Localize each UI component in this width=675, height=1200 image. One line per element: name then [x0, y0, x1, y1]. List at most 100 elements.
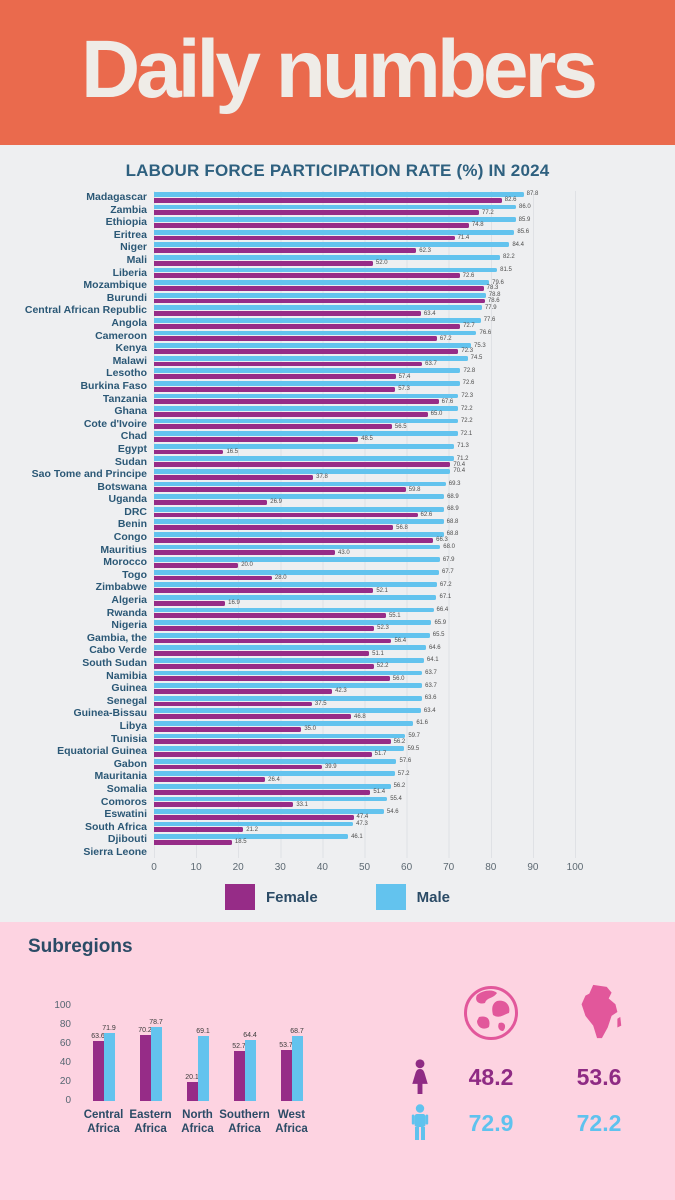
bar-value: 43.0 [338, 549, 350, 556]
female-bar [154, 764, 322, 770]
bar-value: 63.7 [425, 669, 437, 676]
male-bar [291, 1036, 303, 1102]
bar-value: 70.4 [453, 461, 466, 468]
female-bar [154, 814, 354, 820]
country-bars: 86.0 77.2 [154, 203, 578, 217]
subregion-label: West Africa [275, 1109, 308, 1136]
bar-value: 74.5 [470, 355, 483, 362]
y-tick-label: 100 [54, 1000, 71, 1012]
country-bars: 68.0 43.0 [154, 543, 578, 557]
female-bar [154, 500, 268, 505]
country-bars: 67.7 28.0 [154, 568, 578, 582]
female-bar [154, 575, 272, 581]
stat-world-male: 72.9 [468, 1109, 514, 1136]
country-label: Libya [119, 719, 147, 732]
female-bar [154, 210, 479, 216]
female-bar [154, 588, 374, 593]
bar-value: 64.4 [243, 1032, 257, 1040]
bar-value: 51.4 [373, 789, 386, 796]
male-bar [154, 242, 510, 248]
bar-line: 77.9 [154, 305, 578, 311]
bar-line: 55.4 [154, 796, 578, 802]
country-label: Guinea-Bissau [73, 707, 147, 720]
male-bar [154, 506, 445, 512]
bar-line: 63.7 [154, 361, 578, 367]
bar-line: 76.6 [154, 330, 578, 336]
female-bar [154, 688, 333, 694]
bar-line: 68.8 [154, 531, 578, 537]
bar-value: 71.4 [457, 234, 470, 241]
bar-line: 85.9 [154, 216, 578, 223]
bar-line: 51.4 [154, 789, 578, 796]
bar-value: 84.4 [512, 241, 524, 248]
bar-line: 67.9 [154, 557, 578, 563]
female-bar [154, 840, 232, 845]
bar-value: 70.4 [453, 468, 466, 475]
country-label: Burkina Faso [80, 379, 147, 392]
bar-line: 63.7 [154, 669, 578, 676]
country-label: Madagascar [86, 191, 147, 204]
male-bar [154, 393, 459, 399]
male-bar [154, 582, 437, 588]
country-label: Cabo Verde [89, 644, 147, 657]
country-label: Algeria [111, 594, 147, 607]
bar-line: 37.8 [154, 474, 578, 480]
subregion-group: 53.7 68.7 West Africa [268, 1028, 315, 1135]
bar-value: 79.6 [492, 279, 504, 286]
country-row: Uganda 68.9 26.9 [4, 493, 675, 506]
country-bars: 59.7 56.2 [154, 732, 578, 746]
country-bars: 47.3 21.2 [154, 820, 578, 834]
bar-value: 26.4 [268, 776, 280, 783]
y-tick-label: 20 [59, 1076, 71, 1088]
subregion-label: Southern Africa [219, 1109, 270, 1136]
subregion-bar-wrap: 52.7 [232, 1043, 246, 1102]
female-bar [154, 411, 428, 417]
bar-line: 77.6 [154, 317, 578, 324]
country-label: Uganda [108, 493, 147, 506]
bar-value: 46.8 [354, 713, 366, 720]
female-bar [154, 802, 294, 808]
female-bar [154, 726, 302, 732]
female-bar [154, 525, 394, 531]
bar-value: 56.5 [394, 423, 407, 430]
bar-value: 85.9 [518, 216, 531, 223]
bar-value: 78.7 [149, 1018, 163, 1026]
male-bar [154, 645, 426, 651]
bar-value: 77.2 [482, 209, 494, 216]
bar-line: 71.4 [154, 234, 578, 241]
country-rows: Madagascar 87.8 82.6 Zambia 86.0 77.2 Ethiopia… [4, 191, 675, 859]
bar-value: 16.9 [228, 600, 240, 607]
country-label: Sudan [114, 455, 147, 468]
male-bar [154, 720, 414, 726]
country-row: Guinea-Bissau 63.4 46.8 [4, 707, 675, 720]
subregion-group: 70.2 78.7 Eastern Africa [127, 1019, 174, 1136]
country-row: Eritrea 85.6 71.4 [4, 228, 675, 242]
female-bar [154, 563, 239, 568]
bar-value: 70.2 [138, 1026, 152, 1034]
bar-line: 68.9 [154, 506, 578, 512]
bar-value: 63.4 [423, 707, 436, 714]
country-bars: 66.4 55.1 [154, 606, 578, 620]
country-bars: 63.4 46.8 [154, 707, 578, 720]
country-row: Rwanda 66.4 55.1 [4, 606, 675, 620]
male-bar [154, 657, 424, 663]
country-label: Comoros [100, 795, 147, 808]
bar-line: 62.3 [154, 248, 578, 254]
bar-line: 42.3 [154, 688, 578, 694]
country-bars: 61.6 35.0 [154, 719, 578, 733]
female-bar [280, 1050, 292, 1102]
country-bars: 68.9 26.9 [154, 493, 578, 506]
country-label: Angola [111, 316, 147, 329]
country-bars: 76.6 67.2 [154, 329, 578, 343]
bar-value: 56.8 [396, 524, 408, 531]
bar-value: 72.3 [461, 392, 474, 399]
bar-value: 51.7 [374, 751, 387, 758]
country-bars: 72.6 57.3 [154, 379, 578, 393]
bar-value: 47.4 [356, 814, 369, 821]
male-bar [154, 217, 516, 222]
male-bar [154, 469, 451, 474]
bar-value: 66.4 [436, 607, 449, 613]
bar-value: 77.6 [483, 317, 496, 324]
bar-line: 54.6 [154, 809, 578, 815]
country-row: Niger 84.4 62.3 [4, 241, 675, 254]
